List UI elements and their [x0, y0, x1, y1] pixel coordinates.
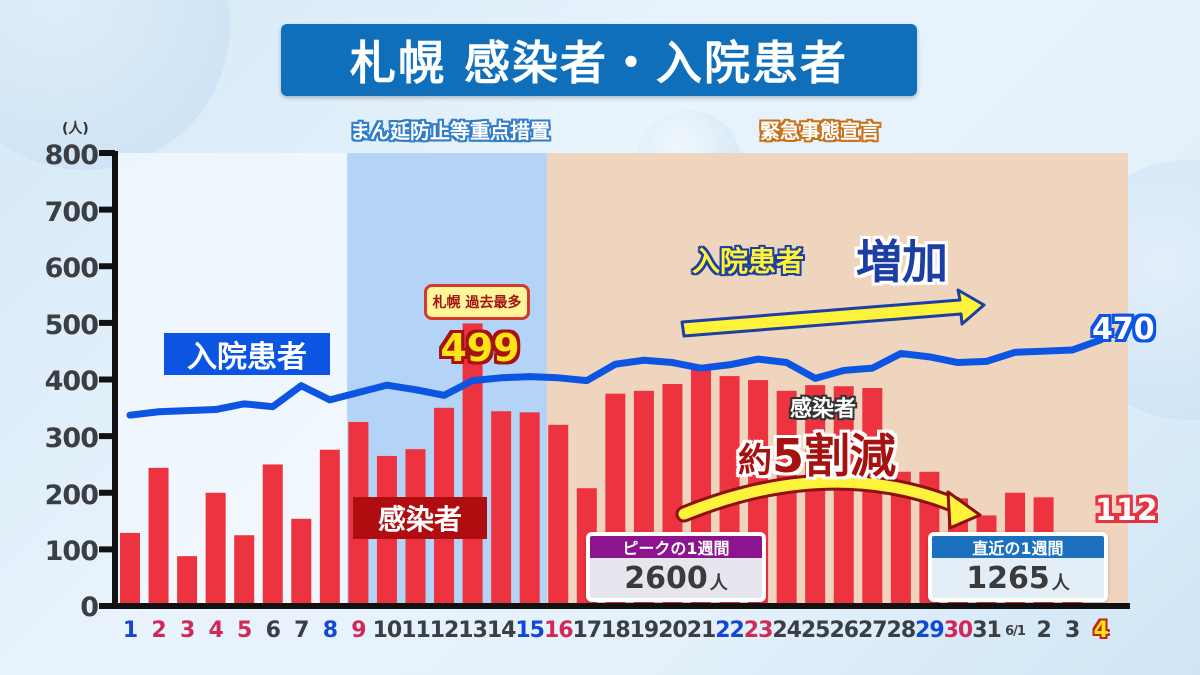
bar-infected — [805, 385, 826, 606]
x-tick-label: 31 — [972, 618, 1002, 643]
y-tick: 200 — [44, 480, 99, 511]
bar-infected — [291, 518, 312, 606]
x-tick-label: 26 — [829, 618, 859, 643]
y-tick: 700 — [44, 197, 99, 228]
y-tick: 400 — [44, 366, 99, 397]
bar-infected — [205, 492, 226, 606]
y-tick: 500 — [44, 310, 99, 341]
bar-infected — [120, 532, 140, 606]
peak-week-unit: 人 — [709, 573, 728, 594]
x-tick-label: 14 — [486, 618, 517, 643]
recent-week-value-row: 1265 人 — [932, 558, 1104, 598]
x-tick-label: 4 — [1093, 618, 1109, 643]
y-tick: 300 — [44, 423, 99, 454]
chart-title: 札幌 感染者・入院患者 — [349, 36, 848, 90]
infected-trend-label: 感染者 — [790, 397, 857, 422]
bar-infected — [234, 535, 255, 606]
record-note-badge: 札幌 過去最多 — [424, 284, 530, 320]
infected-decrease-arrow — [678, 476, 961, 520]
x-tick-label: 9 — [351, 618, 366, 643]
x-tick-label: 27 — [857, 618, 888, 643]
x-tick-label: 28 — [886, 618, 917, 643]
peak-week-value-row: 2600 人 — [590, 558, 762, 598]
x-tick-label: 5 — [237, 618, 252, 643]
y-tick: 100 — [44, 536, 99, 567]
x-tick-label: 30 — [943, 618, 974, 643]
peak-week-header: ピークの1週間 — [590, 536, 762, 558]
bar-infected — [491, 411, 512, 606]
x-tick-label: 8 — [322, 618, 338, 643]
x-tick-label: 22 — [715, 618, 745, 643]
x-tick-label: 3 — [179, 618, 195, 643]
recent-week-value: 1265 — [966, 560, 1050, 596]
x-tick-label: 6/1 — [1005, 624, 1026, 639]
legend-infected: 感染者 — [353, 497, 487, 539]
infected-trend-text: 約5割減 — [738, 420, 896, 486]
x-tick-label: 11 — [401, 618, 431, 643]
infected-trend-word: 5割減 — [772, 429, 897, 483]
y-tick: 800 — [44, 140, 99, 171]
x-tick-label: 25 — [800, 618, 831, 643]
bar-infected — [776, 390, 797, 606]
bar-infected — [319, 449, 340, 606]
bar-infected — [833, 386, 854, 606]
recent-week-header: 直近の1週間 — [932, 536, 1104, 558]
chart-title-banner: 札幌 感染者・入院患者 — [281, 24, 917, 96]
x-tick-label: 18 — [601, 618, 631, 643]
peak-week-box: ピークの1週間 2600 人 — [586, 532, 766, 602]
hospitalized-trend-word: 増加 — [856, 235, 948, 289]
infected-decrease-arrowhead — [946, 490, 982, 530]
peak-week-value: 2600 — [624, 560, 708, 596]
x-tick-label: 10 — [372, 618, 403, 643]
y-tick: 600 — [44, 253, 99, 284]
recent-week-unit: 人 — [1051, 573, 1070, 594]
legend-hospitalized: 入院患者 — [164, 333, 330, 375]
bar-infected — [148, 467, 169, 606]
bar-infected — [862, 387, 883, 606]
line-hospitalized — [126, 336, 1105, 419]
x-tick-label: 12 — [429, 618, 460, 643]
x-tick-label: 2 — [1036, 618, 1051, 643]
x-tick-label: 3 — [1064, 618, 1080, 643]
bar-infected — [519, 412, 540, 606]
bar-infected — [177, 556, 198, 606]
record-value-label: 499 — [440, 326, 520, 370]
x-tick-label: 4 — [208, 618, 223, 643]
recent-week-box: 直近の1週間 1265 人 — [928, 532, 1108, 602]
infected-latest-value: 112 — [1095, 493, 1158, 528]
x-tick-label: 1 — [122, 618, 138, 643]
x-tick-label: 19 — [629, 618, 660, 643]
bar-infected — [890, 471, 911, 606]
x-tick-label: 13 — [458, 618, 488, 643]
hospitalized-trend-label: 入院患者 — [692, 245, 805, 278]
x-tick-label: 2 — [151, 618, 166, 643]
hospitalized-latest-value: 470 — [1092, 312, 1155, 347]
x-tick-label: 20 — [658, 618, 688, 643]
x-tick-label: 29 — [915, 618, 945, 643]
hospitalized-increase-arrow — [680, 288, 986, 338]
period-label-emergency: 緊急事態宣言 — [760, 119, 880, 143]
x-tick-label: 17 — [572, 618, 602, 643]
period-label-priority-measures: まん延防止等重点措置 — [350, 119, 550, 143]
infected-trend-prefix: 約 — [738, 441, 772, 481]
x-tick-label: 7 — [294, 618, 309, 643]
bar-infected — [548, 424, 569, 606]
x-tick-label: 6 — [265, 618, 281, 643]
x-tick-label: 15 — [515, 618, 545, 643]
x-tick-label: 16 — [543, 618, 574, 643]
x-tick-label: 21 — [686, 618, 717, 643]
x-tick-label: 23 — [743, 618, 774, 643]
x-tick-label: 24 — [772, 618, 802, 643]
y-tick: 0 — [80, 592, 99, 623]
bar-infected — [262, 464, 283, 606]
y-axis-unit: (人) — [62, 121, 89, 137]
